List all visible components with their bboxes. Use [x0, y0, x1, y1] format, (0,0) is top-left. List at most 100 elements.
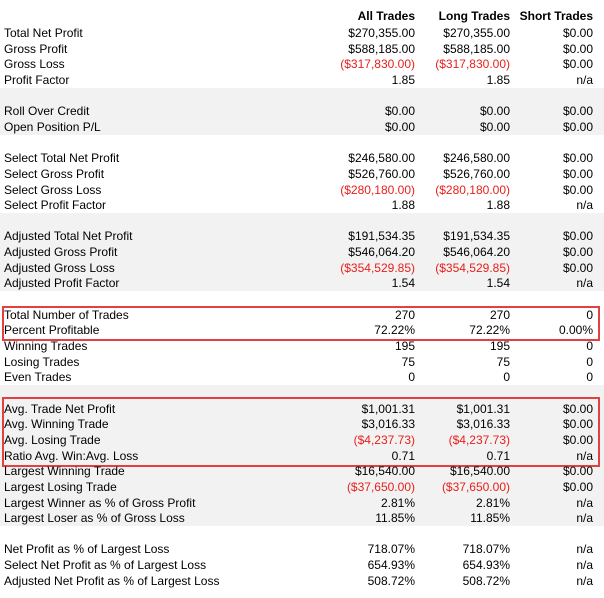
row-label: Select Net Profit as % of Largest Loss [4, 558, 207, 573]
row-label: Adjusted Profit Factor [4, 276, 120, 291]
row-value: $0.00 [562, 245, 593, 260]
row-value: n/a [576, 448, 593, 463]
row-label: Gross Profit [4, 41, 68, 56]
row-label: Largest Winner as % of Gross Profit [4, 495, 196, 510]
row-value: $246,580.00 [443, 151, 510, 166]
row-value: 270 [394, 307, 415, 322]
row-value: 0.71 [391, 448, 415, 463]
row-label: Avg. Trade Net Profit [4, 401, 116, 416]
section-band [0, 212, 604, 292]
row-value: ($354,529.85) [340, 260, 415, 275]
column-header: Short Trades [519, 9, 593, 23]
row-label: Adjusted Gross Profit [4, 245, 118, 260]
row-label: Largest Loser as % of Gross Loss [4, 511, 185, 526]
row-value: 195 [489, 339, 510, 353]
row-value: $3,016.33 [456, 417, 510, 432]
row-value: $0.00 [479, 119, 510, 134]
column-header: Long Trades [438, 9, 510, 23]
highlight-box [2, 397, 600, 467]
row-value: 11.85% [375, 511, 415, 526]
row-value: $1,001.31 [456, 401, 510, 416]
row-value: $0.00 [562, 432, 593, 447]
row-value: $0.00 [562, 417, 593, 432]
row-label: Winning Trades [4, 339, 88, 353]
row-value: $0.00 [562, 166, 593, 181]
row-label: Percent Profitable [4, 323, 100, 338]
row-value: 654.93% [462, 558, 510, 573]
row-value: $0.00 [562, 182, 593, 197]
row-value: ($37,650.00) [441, 479, 510, 494]
row-label: Largest Losing Trade [4, 479, 117, 494]
row-label: Largest Winning Trade [4, 464, 125, 479]
row-label: Select Gross Profit [4, 166, 105, 181]
row-value: n/a [576, 198, 593, 213]
row-value: $270,355.00 [443, 26, 510, 40]
row-value: 0 [408, 370, 415, 385]
row-value: ($354,529.85) [435, 260, 510, 275]
row-label: Losing Trades [4, 354, 80, 369]
row-value: ($4,237.73) [353, 432, 415, 447]
row-value: n/a [576, 511, 593, 526]
row-value: $526,760.00 [443, 166, 510, 181]
row-value: $546,064.20 [443, 245, 510, 260]
row-value: 1.85 [486, 72, 510, 87]
row-value: ($317,830.00) [435, 57, 510, 72]
row-label: Total Number of Trades [4, 307, 129, 322]
row-value: $0.00 [562, 104, 593, 119]
row-value: 72.22% [374, 323, 415, 338]
row-value: $16,540.00 [449, 464, 510, 479]
row-value: $191,534.35 [443, 229, 510, 244]
row-label: Adjusted Total Net Profit [4, 229, 133, 244]
row-label: Open Position P/L [4, 119, 101, 134]
row-value: 718.07% [367, 542, 415, 557]
row-value: 2.81% [380, 495, 415, 510]
row-value: 1.88 [486, 198, 510, 213]
row-value: 195 [394, 339, 415, 353]
row-value: n/a [576, 558, 593, 573]
row-value: 270 [489, 307, 510, 322]
row-value: 508.72% [367, 573, 415, 588]
row-value: $246,580.00 [348, 151, 415, 166]
row-value: 1.88 [391, 198, 415, 213]
row-value: 0.71 [486, 448, 510, 463]
row-value: $0.00 [562, 26, 593, 40]
row-value: $0.00 [562, 464, 593, 479]
row-label: Adjusted Net Profit as % of Largest Loss [4, 573, 220, 588]
row-value: $0.00 [562, 119, 593, 134]
row-label: Adjusted Gross Loss [4, 260, 115, 275]
row-value: n/a [576, 495, 593, 510]
row-label: Ratio Avg. Win:Avg. Loss [4, 448, 139, 463]
column-header: All Trades [357, 9, 415, 23]
row-value: 1.54 [391, 276, 415, 291]
row-value: 654.93% [367, 558, 415, 573]
row-value: 11.85% [470, 511, 510, 526]
row-value: n/a [576, 276, 593, 291]
row-value: 508.72% [462, 573, 510, 588]
row-value: n/a [576, 72, 593, 87]
row-label: Even Trades [4, 370, 72, 385]
row-label: Gross Loss [4, 57, 65, 72]
row-label: Select Profit Factor [4, 198, 107, 213]
row-value: ($4,237.73) [448, 432, 510, 447]
row-value: $0.00 [562, 260, 593, 275]
row-value: 0 [586, 354, 593, 369]
row-value: $0.00 [562, 151, 593, 166]
row-value: $16,540.00 [354, 464, 415, 479]
row-value: $0.00 [479, 104, 510, 119]
row-value: 2.81% [475, 495, 510, 510]
row-value: $0.00 [384, 104, 415, 119]
row-value: $0.00 [384, 119, 415, 134]
row-label: Select Gross Loss [4, 182, 102, 197]
section-band [0, 384, 604, 526]
row-value: 75 [496, 354, 510, 369]
row-value: $270,355.00 [348, 26, 415, 40]
row-value: ($37,650.00) [346, 479, 415, 494]
row-label: Total Net Profit [4, 26, 83, 40]
row-value: 1.85 [391, 72, 415, 87]
row-value: 75 [401, 354, 415, 369]
row-value: 0 [586, 370, 593, 385]
section-band [0, 87, 604, 135]
row-label: Roll Over Credit [4, 104, 90, 119]
row-value: 0 [503, 370, 510, 385]
